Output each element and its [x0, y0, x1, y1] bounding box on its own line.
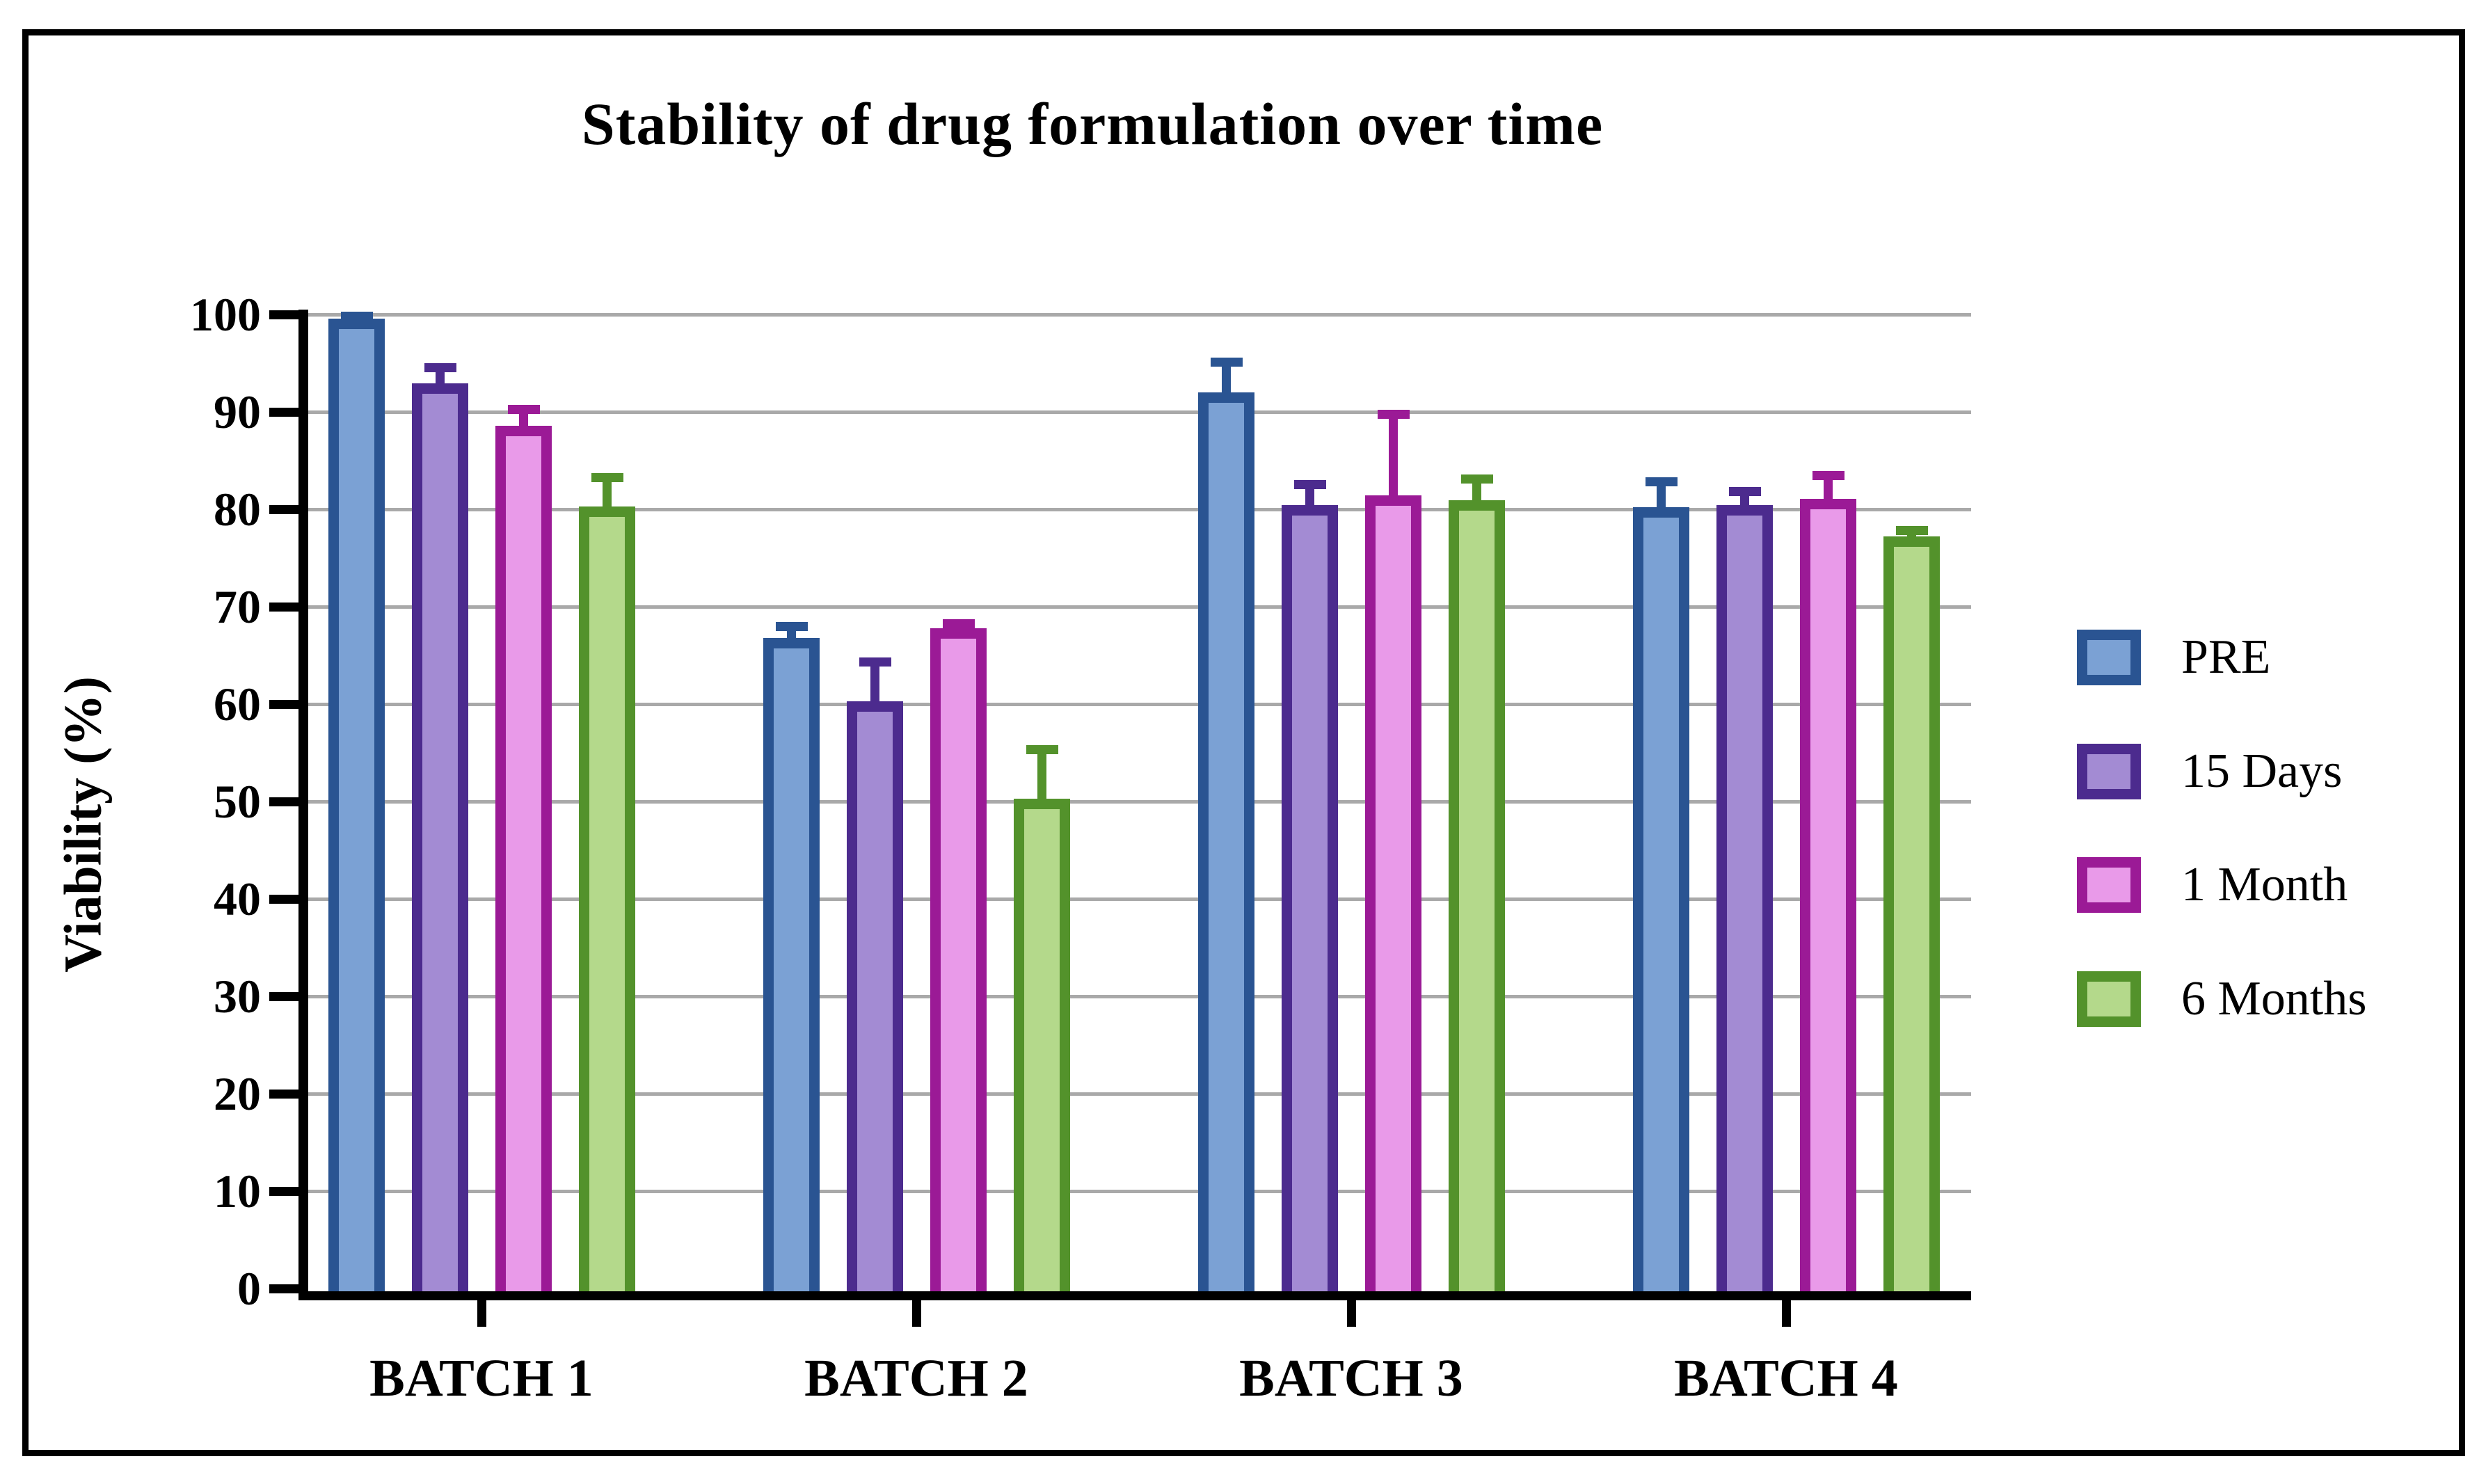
y-axis-tick — [269, 699, 298, 709]
legend-color-swatch — [2077, 971, 2141, 1027]
y-axis-tick — [269, 504, 298, 514]
x-category-label: BATCH 2 — [804, 1349, 1028, 1407]
legend-item: 6 Months — [2077, 971, 2486, 1035]
legend-item: 1 Month — [2077, 857, 2486, 921]
y-axis-tick — [269, 991, 298, 1001]
y-tick-label: 50 — [214, 775, 261, 828]
legend-item: 15 Days — [2077, 743, 2486, 808]
bar-pre — [1633, 507, 1689, 1295]
y-tick-label: 10 — [214, 1165, 261, 1218]
x-axis-line — [298, 1291, 1971, 1300]
bar-15-days — [847, 701, 903, 1295]
bar-1-month — [1365, 495, 1421, 1295]
legend-label: PRE — [2181, 630, 2271, 684]
error-bar-cap — [591, 473, 623, 483]
gridline — [298, 703, 1971, 706]
y-tick-label: 80 — [214, 483, 261, 536]
x-axis-tick — [1781, 1300, 1791, 1327]
error-bar-cap — [775, 622, 808, 632]
bar-15-days — [1716, 505, 1773, 1295]
y-axis-tick — [269, 1089, 298, 1099]
chart-title: Stability of drug formulation over time — [581, 90, 1604, 157]
legend-color-swatch — [2077, 630, 2141, 685]
legend-label: 6 Months — [2181, 971, 2367, 1026]
x-category-label: BATCH 3 — [1239, 1349, 1463, 1407]
bar-6-months — [1883, 536, 1940, 1295]
y-tick-label: 60 — [214, 678, 261, 731]
y-axis-tick — [269, 1284, 298, 1293]
legend-color-swatch — [2077, 857, 2141, 913]
error-bar-cap — [1728, 486, 1761, 496]
gridline — [298, 508, 1971, 511]
y-axis-tick — [269, 894, 298, 904]
error-bar-cap — [1645, 477, 1678, 486]
error-bar-cap — [942, 619, 975, 629]
bar-1-month — [930, 628, 987, 1295]
y-axis-tick — [269, 310, 298, 319]
bar-15-days — [1282, 505, 1338, 1295]
error-bar-cap — [1895, 525, 1928, 535]
error-bar-cap — [1460, 474, 1493, 484]
y-axis-tick — [269, 407, 298, 417]
gridline — [298, 410, 1971, 414]
x-axis-tick — [477, 1300, 486, 1327]
y-axis-tick — [269, 797, 298, 806]
x-axis-tick — [911, 1300, 921, 1327]
bar-pre — [1198, 392, 1254, 1295]
bar-15-days — [412, 383, 468, 1295]
error-bar-cap — [1293, 480, 1326, 489]
x-category-label: BATCH 1 — [369, 1349, 593, 1407]
error-bar-cap — [424, 363, 456, 372]
error-bar-cap — [859, 657, 891, 667]
gridline — [298, 995, 1971, 998]
bar-1-month — [1800, 498, 1856, 1295]
y-axis-line — [298, 310, 308, 1300]
y-tick-label: 40 — [214, 872, 261, 925]
gridline — [298, 1190, 1971, 1193]
bar-1-month — [495, 425, 552, 1295]
x-category-label: BATCH 4 — [1674, 1349, 1898, 1407]
error-bar-cap — [1377, 410, 1410, 420]
error-bar-cap — [507, 405, 540, 415]
y-tick-label: 90 — [214, 385, 261, 438]
x-axis-tick — [1346, 1300, 1356, 1327]
y-tick-label: 100 — [190, 288, 261, 341]
gridline — [298, 897, 1971, 901]
bar-6-months — [1014, 798, 1070, 1295]
gridline — [298, 605, 1971, 609]
y-tick-label: 70 — [214, 580, 261, 633]
legend-label: 1 Month — [2181, 858, 2348, 911]
bar-6-months — [579, 506, 635, 1295]
gridline — [298, 313, 1971, 317]
error-bar-stem — [1389, 410, 1398, 524]
error-bar-cap — [1026, 744, 1058, 754]
bar-pre — [328, 318, 385, 1295]
y-tick-label: 0 — [237, 1262, 261, 1315]
y-tick-label: 30 — [214, 970, 261, 1023]
y-axis-tick — [269, 1186, 298, 1196]
bar-pre — [763, 637, 820, 1295]
legend-item: PRE — [2077, 630, 2486, 694]
error-bar-cap — [1812, 471, 1844, 481]
y-tick-label: 20 — [214, 1067, 261, 1120]
legend-color-swatch — [2077, 743, 2141, 799]
y-axis-tick — [269, 602, 298, 612]
error-bar-cap — [340, 311, 373, 321]
gridline — [298, 800, 1971, 804]
legend-label: 15 Days — [2181, 744, 2343, 798]
figure-border-frame — [22, 29, 2465, 1456]
gridline — [298, 1092, 1971, 1096]
bar-6-months — [1449, 500, 1505, 1295]
error-bar-cap — [1210, 357, 1243, 367]
